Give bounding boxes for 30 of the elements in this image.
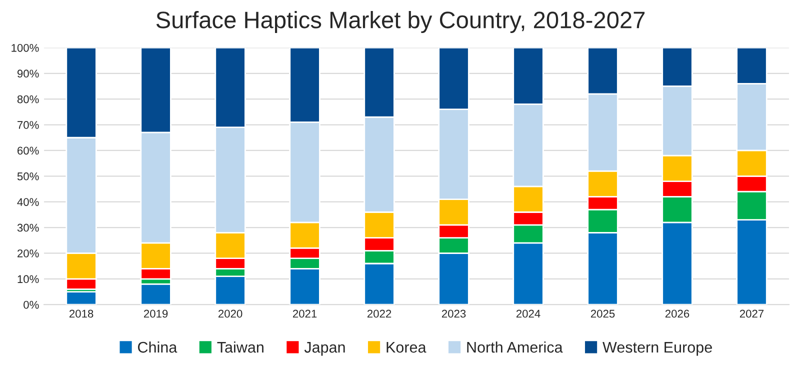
bar — [66, 291, 97, 305]
x-tick-label: 2023 — [442, 310, 466, 318]
y-tick-label: 20% — [18, 249, 39, 258]
legend-label: Taiwan — [217, 341, 264, 353]
y-tick-label: 50% — [17, 172, 39, 180]
y-tick-label: 90% — [17, 70, 39, 78]
x-tick-label: 2021 — [292, 310, 317, 318]
legend-label: China — [138, 341, 178, 353]
x-tick-label: 2027 — [740, 310, 764, 318]
x-tick-label: 2019 — [144, 310, 168, 318]
legend-label: Western Europe — [602, 342, 712, 356]
legend-label: Japan — [304, 342, 345, 356]
y-tick-label: 30% — [17, 224, 39, 232]
chart-title: Surface Haptics Market by Country, 2018-2027 — [156, 11, 645, 34]
bar — [140, 283, 172, 305]
x-tick-label: 2018 — [70, 310, 94, 318]
legend-label: North America — [467, 341, 563, 353]
y-tick-label: 40% — [17, 198, 39, 206]
y-tick-label: 70% — [18, 121, 39, 129]
x-tick-label: 2020 — [218, 310, 242, 318]
y-tick-label: 60% — [18, 146, 39, 155]
y-tick-label: 80% — [17, 95, 39, 104]
y-tick-label: 100% — [12, 44, 39, 52]
x-tick-label: 2026 — [665, 310, 690, 318]
x-tick-label: 2024 — [516, 310, 540, 318]
legend-label: Korea — [386, 342, 426, 353]
x-tick-label: 2022 — [367, 310, 392, 318]
x-tick-label: 2025 — [590, 310, 615, 318]
y-tick-label: 10% — [18, 275, 39, 284]
y-tick-label: 0% — [24, 300, 39, 309]
